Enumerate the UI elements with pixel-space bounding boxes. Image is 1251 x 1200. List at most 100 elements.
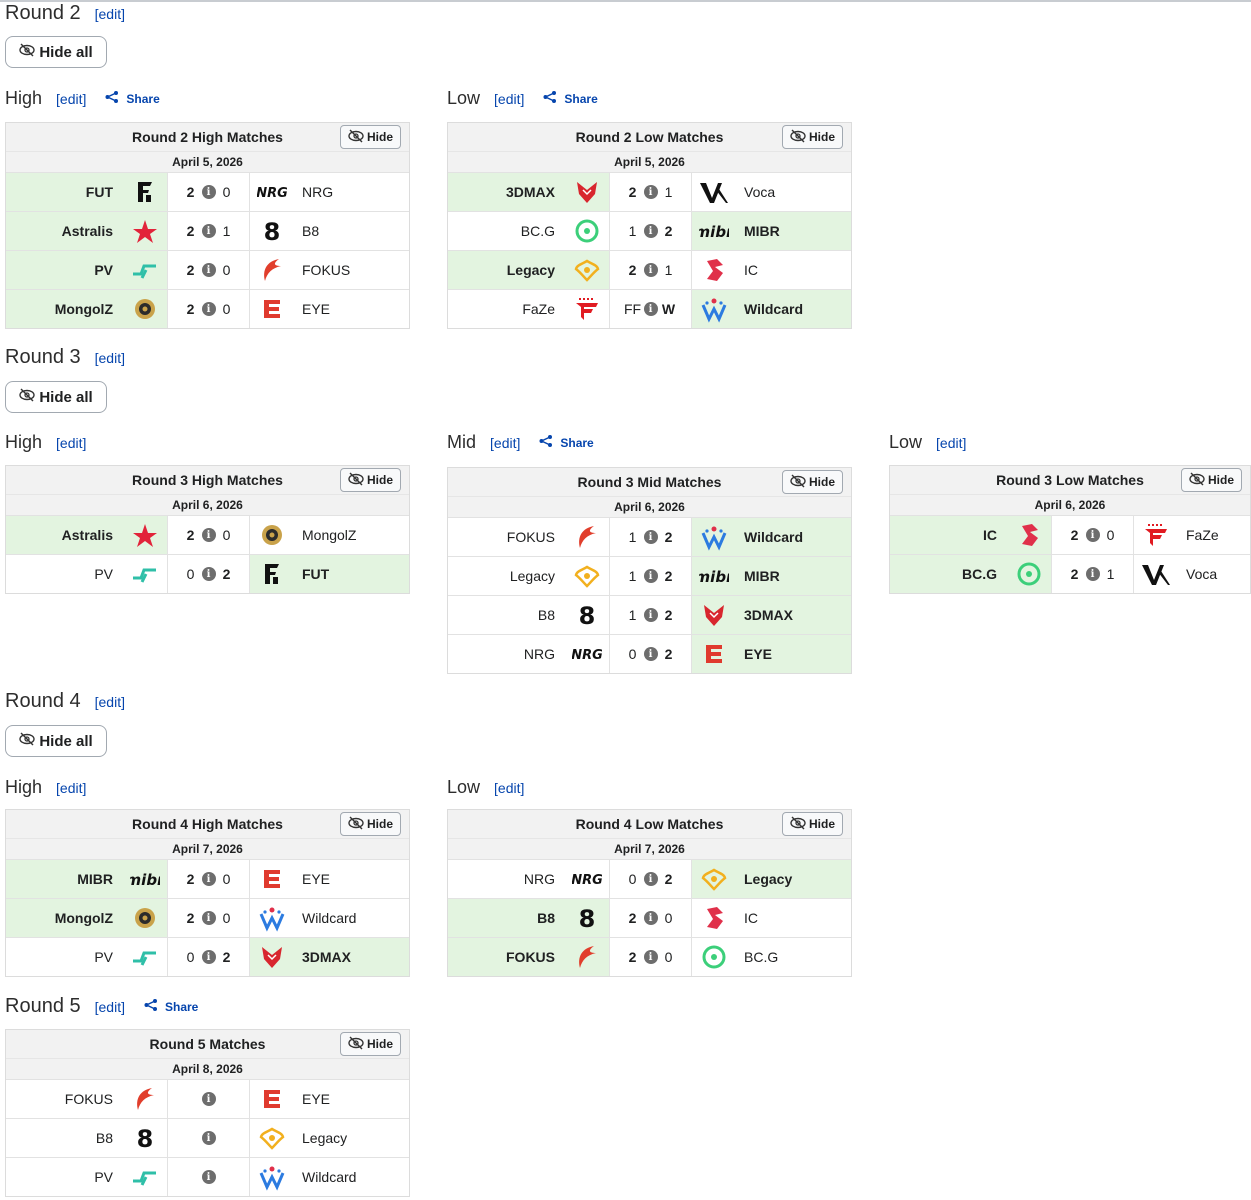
hide-all-button[interactable]: Hide all bbox=[5, 725, 107, 757]
match-row[interactable]: FOKUS 1 i 2 Wildcard bbox=[448, 517, 851, 556]
right-team[interactable]: 8 B8 bbox=[250, 212, 409, 250]
info-icon[interactable]: i bbox=[201, 567, 216, 581]
right-team[interactable]: Legacy bbox=[692, 860, 851, 898]
section-edit-link[interactable]: [edit] bbox=[56, 780, 87, 796]
match-row[interactable]: B8 8 1 i 2 3DMAX bbox=[448, 595, 851, 634]
info-icon[interactable]: i bbox=[643, 185, 658, 199]
left-team[interactable]: MIBR mibr bbox=[6, 860, 168, 898]
match-row[interactable]: MongolZ 2 i 0 Wildcard bbox=[6, 898, 409, 937]
section-edit-link[interactable]: [edit] bbox=[490, 435, 521, 451]
left-team[interactable]: PV bbox=[6, 1158, 168, 1196]
info-icon[interactable]: i bbox=[643, 530, 658, 544]
info-icon[interactable]: i bbox=[201, 872, 216, 886]
left-team[interactable]: NRG NRG bbox=[448, 635, 610, 673]
right-team[interactable]: IC bbox=[692, 251, 851, 289]
section-edit-link[interactable]: [edit] bbox=[936, 435, 967, 451]
info-icon[interactable]: i bbox=[201, 302, 216, 316]
info-icon[interactable]: i bbox=[643, 911, 658, 925]
hide-button[interactable]: Hide bbox=[782, 812, 843, 836]
info-icon[interactable]: i bbox=[201, 1131, 216, 1145]
match-row[interactable]: FaZe FF i W Wildcard bbox=[448, 289, 851, 328]
right-team[interactable]: Wildcard bbox=[692, 518, 851, 556]
left-team[interactable]: Astralis bbox=[6, 516, 168, 554]
section-share-link[interactable]: Share bbox=[542, 90, 598, 107]
left-team[interactable]: B8 8 bbox=[6, 1119, 168, 1157]
left-team[interactable]: MongolZ bbox=[6, 899, 168, 937]
match-row[interactable]: PV i Wildcard bbox=[6, 1157, 409, 1196]
right-team[interactable]: MongolZ bbox=[250, 516, 409, 554]
info-icon[interactable]: i bbox=[643, 647, 658, 661]
round-edit-link[interactable]: [edit] bbox=[94, 999, 125, 1015]
info-icon[interactable]: i bbox=[201, 185, 216, 199]
match-row[interactable]: PV 2 i 0 FOKUS bbox=[6, 250, 409, 289]
match-row[interactable]: FOKUS 2 i 0 BC.G bbox=[448, 937, 851, 976]
info-icon[interactable]: i bbox=[201, 950, 216, 964]
left-team[interactable]: FUT bbox=[6, 173, 168, 211]
match-row[interactable]: PV 0 i 2 FUT bbox=[6, 554, 409, 593]
section-share-link[interactable]: Share bbox=[104, 90, 160, 107]
hide-button[interactable]: Hide bbox=[782, 470, 843, 494]
left-team[interactable]: FOKUS bbox=[448, 938, 610, 976]
round-edit-link[interactable]: [edit] bbox=[94, 350, 125, 366]
right-team[interactable]: Wildcard bbox=[250, 1158, 409, 1196]
right-team[interactable]: Voca bbox=[1134, 555, 1250, 593]
match-row[interactable]: B8 8 2 i 0 IC bbox=[448, 898, 851, 937]
match-row[interactable]: MIBR mibr 2i0 EYE bbox=[6, 859, 409, 898]
right-team[interactable]: Wildcard bbox=[692, 290, 851, 328]
right-team[interactable]: FOKUS bbox=[250, 251, 409, 289]
match-row[interactable]: B8 8 i Legacy bbox=[6, 1118, 409, 1157]
round-share-link[interactable]: Share bbox=[143, 998, 198, 1015]
info-icon[interactable]: i bbox=[201, 1092, 216, 1106]
hide-button[interactable]: Hide bbox=[340, 812, 401, 836]
right-team[interactable]: Voca bbox=[692, 173, 851, 211]
section-edit-link[interactable]: [edit] bbox=[494, 780, 525, 796]
hide-button[interactable]: Hide bbox=[340, 125, 401, 149]
right-team[interactable]: 3DMAX bbox=[250, 938, 409, 976]
right-team[interactable]: EYE bbox=[692, 635, 851, 673]
left-team[interactable]: PV bbox=[6, 938, 168, 976]
info-icon[interactable]: i bbox=[643, 608, 658, 622]
hide-button[interactable]: Hide bbox=[340, 468, 401, 492]
right-team[interactable]: IC bbox=[692, 899, 851, 937]
match-row[interactable]: FOKUS i EYE bbox=[6, 1079, 409, 1118]
right-team[interactable]: mibr MIBR bbox=[692, 557, 851, 595]
info-icon[interactable]: i bbox=[643, 569, 658, 583]
match-row[interactable]: Astralis 2 i 1 8 B8 bbox=[6, 211, 409, 250]
match-row[interactable]: Legacy 1i2 mibr MIBR bbox=[448, 556, 851, 595]
right-team[interactable]: EYE bbox=[250, 290, 409, 328]
info-icon[interactable]: i bbox=[643, 872, 658, 886]
right-team[interactable]: 3DMAX bbox=[692, 596, 851, 634]
left-team[interactable]: Legacy bbox=[448, 251, 610, 289]
section-edit-link[interactable]: [edit] bbox=[56, 435, 87, 451]
round-edit-link[interactable]: [edit] bbox=[94, 694, 125, 710]
match-row[interactable]: MongolZ 2 i 0 EYE bbox=[6, 289, 409, 328]
hide-button[interactable]: Hide bbox=[782, 125, 843, 149]
hide-button[interactable]: Hide bbox=[340, 1032, 401, 1056]
left-team[interactable]: BC.G bbox=[448, 212, 610, 250]
info-icon[interactable]: i bbox=[643, 263, 658, 277]
right-team[interactable]: FUT bbox=[250, 555, 409, 593]
right-team[interactable]: FaZe bbox=[1134, 516, 1250, 554]
match-row[interactable]: Astralis 2 i 0 MongolZ bbox=[6, 515, 409, 554]
left-team[interactable]: BC.G bbox=[890, 555, 1052, 593]
section-edit-link[interactable]: [edit] bbox=[56, 91, 87, 107]
right-team[interactable]: EYE bbox=[250, 860, 409, 898]
info-icon[interactable]: i bbox=[643, 302, 658, 316]
right-team[interactable]: NRG NRG bbox=[250, 173, 409, 211]
round-edit-link[interactable]: [edit] bbox=[94, 6, 125, 22]
left-team[interactable]: FOKUS bbox=[448, 518, 610, 556]
left-team[interactable]: B8 8 bbox=[448, 596, 610, 634]
section-edit-link[interactable]: [edit] bbox=[494, 91, 525, 107]
left-team[interactable]: FaZe bbox=[448, 290, 610, 328]
left-team[interactable]: Astralis bbox=[6, 212, 168, 250]
right-team[interactable]: mibr MIBR bbox=[692, 212, 851, 250]
right-team[interactable]: BC.G bbox=[692, 938, 851, 976]
left-team[interactable]: MongolZ bbox=[6, 290, 168, 328]
left-team[interactable]: FOKUS bbox=[6, 1080, 168, 1118]
right-team[interactable]: Legacy bbox=[250, 1119, 409, 1157]
match-row[interactable]: BC.G 2 i 1 Voca bbox=[890, 554, 1250, 593]
info-icon[interactable]: i bbox=[201, 224, 216, 238]
info-icon[interactable]: i bbox=[643, 950, 658, 964]
match-row[interactable]: BC.G 1i2 mibr MIBR bbox=[448, 211, 851, 250]
info-icon[interactable]: i bbox=[201, 263, 216, 277]
